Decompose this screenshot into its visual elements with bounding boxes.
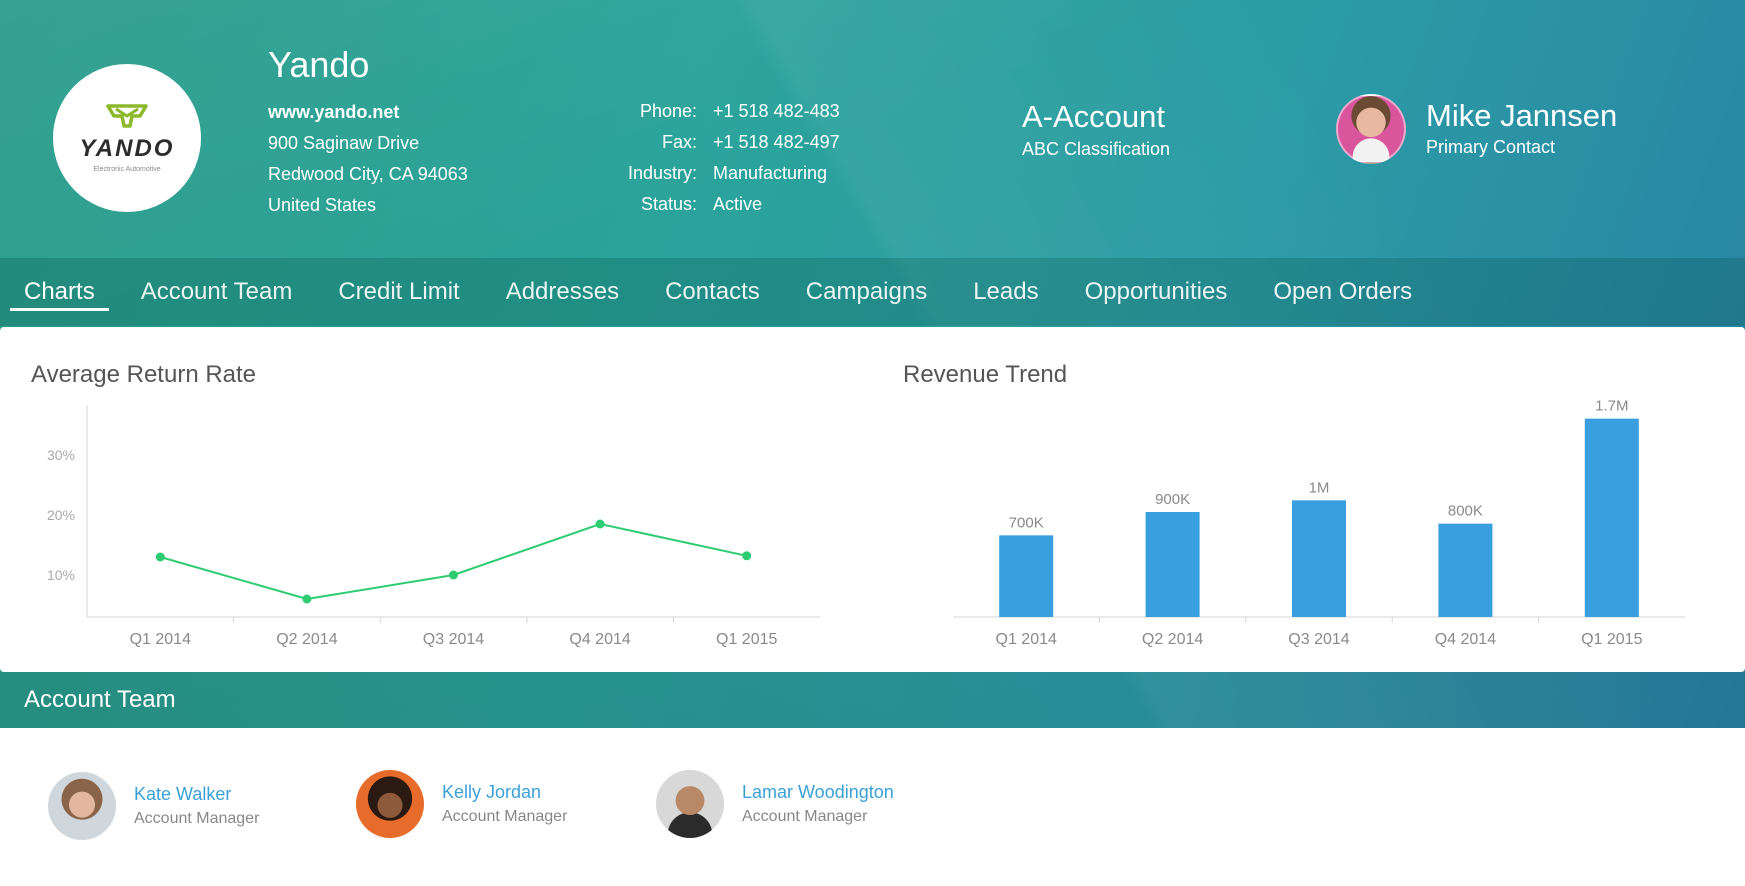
x-tick-label: Q1 2014 xyxy=(130,631,191,648)
company-website-link[interactable]: www.yando.net xyxy=(268,102,400,122)
member-role: Account Manager xyxy=(742,808,868,825)
revenue-bar-chart: 700K Q1 2014 900K Q2 2014 1M Q3 2014 800K Q4 20… xyxy=(953,398,1685,648)
return-rate-line-chart: 10% 20% 30% Q1 2014 Q2 2014 Q3 2014 Q4 2014 Q1 … xyxy=(47,405,820,648)
company-name: Yando xyxy=(268,44,370,85)
detail-industry: Industry: Manufacturing xyxy=(600,158,840,189)
address-country: United States xyxy=(268,195,377,215)
company-info: Yando www.yando.net 900 Saginaw Drive Re… xyxy=(268,45,468,221)
bar-value-label: 700K xyxy=(1009,514,1044,531)
tab-open-orders[interactable]: Open Orders xyxy=(1273,278,1413,305)
tab-contacts[interactable]: Contacts xyxy=(665,278,760,305)
data-point xyxy=(449,570,458,580)
abc-classification: A-Account ABC Classification xyxy=(1022,98,1170,162)
tab-charts[interactable]: Charts xyxy=(10,258,109,326)
member-role: Account Manager xyxy=(134,810,260,827)
detail-fax: Fax: +1 518 482-497 xyxy=(600,127,840,158)
tab-leads[interactable]: Leads xyxy=(973,278,1039,305)
revenue-bar xyxy=(999,535,1054,617)
tab-opportunities[interactable]: Opportunities xyxy=(1084,278,1228,305)
account-team-section-header: Account Team xyxy=(0,672,1745,728)
phone-value[interactable]: +1 518 482-483 xyxy=(713,101,840,121)
y-tick-label: 10% xyxy=(47,567,75,583)
bar-value-label: 900K xyxy=(1155,491,1190,508)
detail-label: Industry: xyxy=(627,163,697,183)
line-chart-title: Average Return Rate xyxy=(31,361,257,388)
data-point xyxy=(302,594,312,604)
data-point xyxy=(595,519,605,529)
bar-value-label: 1M xyxy=(1309,479,1330,496)
x-tick-label: Q4 2014 xyxy=(569,631,630,648)
address-line-1: 900 Saginaw Drive xyxy=(268,133,420,153)
detail-label: Phone: xyxy=(639,101,697,121)
team-member[interactable]: Lamar Woodington Account Manager xyxy=(656,770,894,838)
team-member[interactable]: Kate Walker Account Manager xyxy=(48,772,259,840)
logo-wordmark: YANDO xyxy=(79,135,175,162)
classification-title: A-Account xyxy=(1022,99,1166,134)
detail-label: Fax: xyxy=(661,132,697,152)
bar-value-label: 800K xyxy=(1448,503,1483,520)
bar-chart-title: Revenue Trend xyxy=(903,361,1068,388)
revenue-bar xyxy=(1584,418,1639,617)
account-header: YANDO Electronic Automotive Yando www.ya… xyxy=(0,0,1745,258)
status-value: Active xyxy=(713,194,763,214)
x-tick-label: Q2 2014 xyxy=(1142,631,1203,648)
contact-role: Primary Contact xyxy=(1426,137,1556,157)
charts-panel: Average Return Rate 10% 20% 30% Q1 2014 Q2 2… xyxy=(0,327,1745,672)
logo-mark-icon xyxy=(106,104,148,128)
contact-name[interactable]: Mike Jannsen xyxy=(1426,98,1618,133)
company-logo: YANDO Electronic Automotive xyxy=(53,64,201,212)
industry-value: Manufacturing xyxy=(713,163,828,183)
data-point xyxy=(155,552,165,562)
tab-addresses[interactable]: Addresses xyxy=(505,278,620,305)
tab-campaigns[interactable]: Campaigns xyxy=(805,278,928,305)
x-tick-label: Q1 2015 xyxy=(1581,631,1642,648)
x-tick-label: Q1 2014 xyxy=(996,631,1057,648)
x-tick-label: Q3 2014 xyxy=(1288,631,1349,648)
account-details: Phone: +1 518 482-483 Fax: +1 518 482-49… xyxy=(600,96,840,220)
revenue-bar xyxy=(1292,500,1346,617)
detail-label: Status: xyxy=(640,194,697,214)
logo-tagline: Electronic Automotive xyxy=(93,166,161,173)
tab-bar: Charts Account Team Credit Limit Address… xyxy=(0,258,1745,326)
bar-value-label: 1.7M xyxy=(1595,398,1628,415)
tab-credit-limit[interactable]: Credit Limit xyxy=(338,278,460,305)
member-avatar xyxy=(656,770,724,838)
contact-avatar xyxy=(1336,94,1406,164)
classification-subtitle: ABC Classification xyxy=(1022,139,1171,159)
revenue-bar xyxy=(1145,512,1200,617)
member-name-link[interactable]: Kate Walker xyxy=(134,784,232,804)
member-name-link[interactable]: Kelly Jordan xyxy=(442,782,542,802)
address-line-2: Redwood City, CA 94063 xyxy=(268,164,468,184)
account-team-panel: Kate Walker Account Manager Kelly Jordan… xyxy=(0,728,1745,886)
primary-contact[interactable]: Mike Jannsen Primary Contact xyxy=(1336,94,1617,164)
y-tick-label: 30% xyxy=(47,447,75,463)
fax-value: +1 518 482-497 xyxy=(713,132,840,152)
detail-phone: Phone: +1 518 482-483 xyxy=(600,96,840,127)
detail-status: Status: Active xyxy=(600,189,840,220)
member-name-link[interactable]: Lamar Woodington xyxy=(742,782,894,802)
data-point xyxy=(742,551,752,561)
member-avatar xyxy=(356,770,424,838)
y-tick-label: 20% xyxy=(47,507,75,523)
x-tick-label: Q2 2014 xyxy=(276,631,337,648)
tab-account-team[interactable]: Account Team xyxy=(140,278,293,305)
member-avatar xyxy=(48,772,116,840)
x-tick-label: Q4 2014 xyxy=(1435,631,1496,648)
member-role: Account Manager xyxy=(442,808,568,825)
series-line xyxy=(160,522,747,601)
revenue-bar xyxy=(1438,523,1493,617)
x-tick-label: Q1 2015 xyxy=(716,631,777,648)
team-member[interactable]: Kelly Jordan Account Manager xyxy=(356,770,567,838)
x-tick-label: Q3 2014 xyxy=(423,631,484,648)
